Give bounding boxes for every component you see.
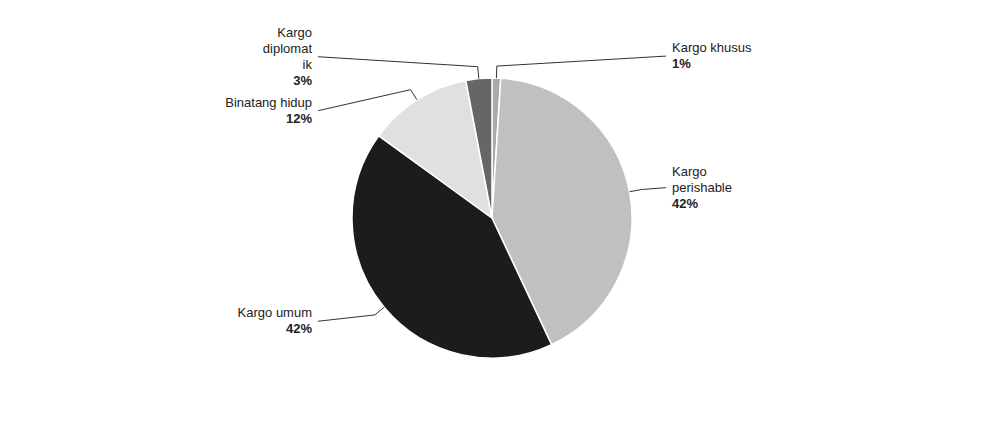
chart-container: Kargo khusus1%Kargoperishable42%Kargo um… xyxy=(0,0,984,428)
category-label: diplomat xyxy=(263,41,313,56)
leader-line xyxy=(318,90,417,111)
category-label: perishable xyxy=(672,180,732,195)
slices xyxy=(352,78,632,358)
category-label: Binatang hidup xyxy=(225,95,312,110)
slice-label: Binatang hidup12% xyxy=(225,95,312,126)
labels: Kargo khusus1%Kargoperishable42%Kargo um… xyxy=(225,25,752,337)
category-label: Kargo xyxy=(277,25,312,40)
value-label: 3% xyxy=(293,73,312,88)
slice-label: Kargo khusus1% xyxy=(672,40,752,71)
pie-slice xyxy=(466,78,492,218)
value-label: 42% xyxy=(286,321,312,336)
leader-line xyxy=(318,307,384,321)
category-label: Kargo xyxy=(672,164,707,179)
leader-line xyxy=(630,188,666,192)
category-label: Kargo khusus xyxy=(672,40,752,55)
chart-svg: Kargo khusus1%Kargoperishable42%Kargo um… xyxy=(0,0,984,428)
value-label: 42% xyxy=(672,196,698,211)
slice-label: Kargodiplomatik3% xyxy=(263,25,313,88)
leader-line xyxy=(318,57,479,79)
category-label: ik xyxy=(303,57,313,72)
category-label: Kargo umum xyxy=(238,305,312,320)
value-label: 1% xyxy=(672,56,691,71)
page: {"chart_data": {"type": "pie", "categori… xyxy=(0,0,984,428)
leader-line xyxy=(496,56,666,78)
slice-label: Kargo umum42% xyxy=(238,305,313,336)
value-label: 12% xyxy=(286,111,312,126)
slice-label: Kargoperishable42% xyxy=(672,164,732,211)
